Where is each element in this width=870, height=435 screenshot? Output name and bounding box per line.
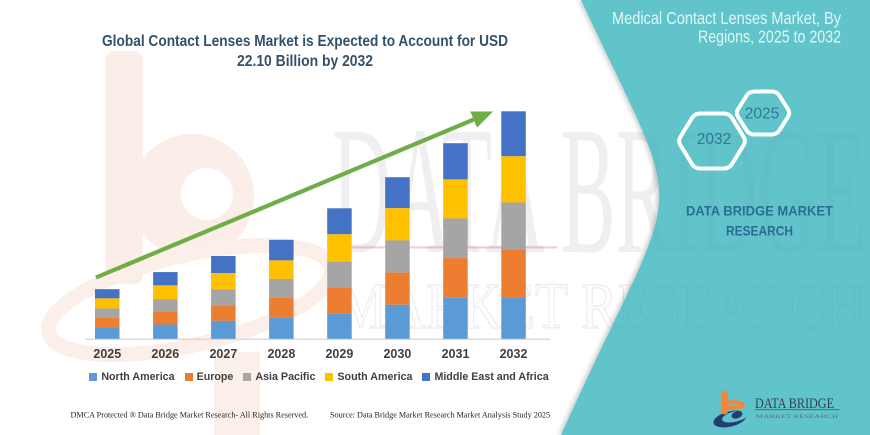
svg-text:2029: 2029 (325, 347, 353, 361)
svg-text:2028: 2028 (267, 347, 295, 361)
svg-text:2025: 2025 (745, 105, 779, 122)
svg-text:2030: 2030 (383, 347, 411, 361)
svg-text:2027: 2027 (209, 347, 237, 361)
svg-text:Global Contact Lenses Market i: Global Contact Lenses Market is Expected… (102, 33, 508, 50)
svg-text:2032: 2032 (697, 131, 731, 148)
svg-text:DATA BRIDGE MARKET: DATA BRIDGE MARKET (686, 203, 833, 219)
svg-text:2026: 2026 (151, 347, 179, 361)
svg-text:Medical Contact Lenses Market,: Medical Contact Lenses Market, By (612, 8, 841, 28)
svg-text:MARKET RESEARCH: MARKET RESEARCH (756, 414, 839, 420)
svg-text:2031: 2031 (442, 347, 470, 361)
svg-text:2025: 2025 (93, 347, 121, 361)
svg-text:DMCA Protected ® Data Bridge M: DMCA Protected ® Data Bridge Market Rese… (71, 411, 309, 420)
svg-text:RESEARCH: RESEARCH (726, 223, 793, 239)
svg-text:Regions, 2025 to 2032: Regions, 2025 to 2032 (698, 26, 841, 46)
svg-text:DATA BRIDGE: DATA BRIDGE (755, 396, 834, 412)
svg-text:Source: Data Bridge Market Res: Source: Data Bridge Market Research Mark… (330, 411, 550, 420)
svg-text:2032: 2032 (500, 347, 528, 361)
svg-text:MARKET RESEARCH: MARKET RESEARCH (338, 270, 866, 343)
svg-text:22.10 Billion by 2032: 22.10 Billion by 2032 (237, 53, 373, 70)
